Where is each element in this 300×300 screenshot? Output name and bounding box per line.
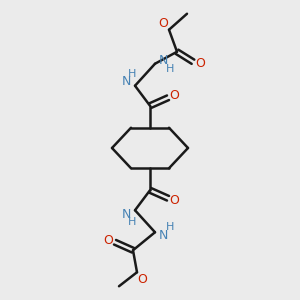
Text: N: N — [158, 54, 168, 67]
Text: O: O — [195, 57, 205, 70]
Text: H: H — [128, 217, 136, 227]
Text: O: O — [169, 89, 179, 102]
Text: N: N — [158, 229, 168, 242]
Text: O: O — [169, 194, 179, 207]
Text: H: H — [128, 69, 136, 79]
Text: O: O — [103, 234, 113, 247]
Text: N: N — [121, 208, 131, 221]
Text: O: O — [158, 17, 168, 30]
Text: H: H — [166, 64, 174, 74]
Text: H: H — [166, 222, 174, 232]
Text: O: O — [137, 273, 147, 286]
Text: N: N — [121, 75, 131, 88]
